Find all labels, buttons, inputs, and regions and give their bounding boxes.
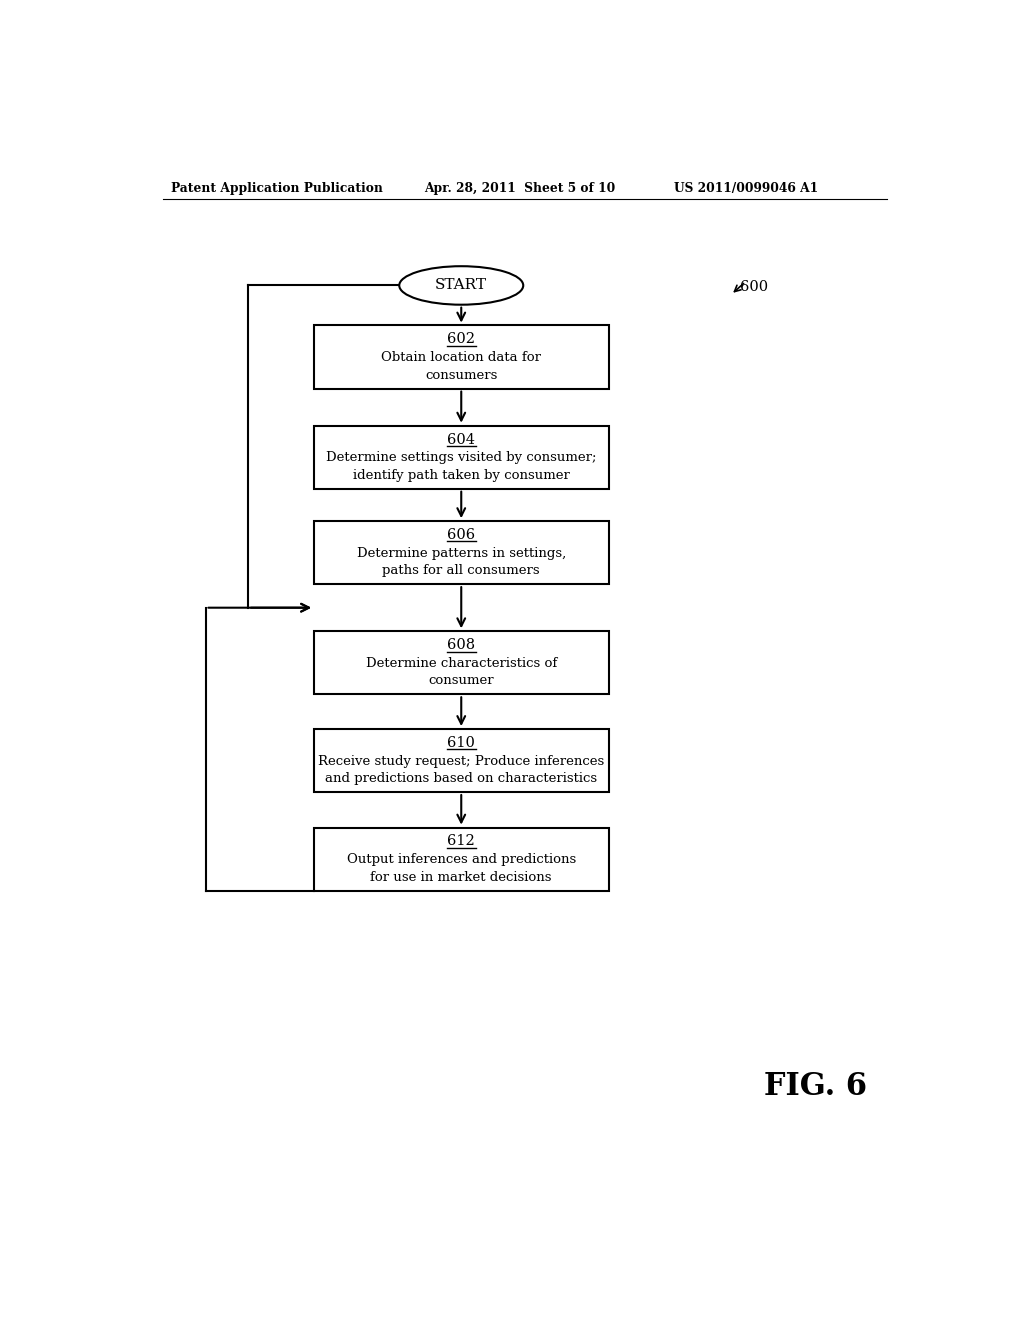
- Text: identify path taken by consumer: identify path taken by consumer: [353, 469, 569, 482]
- Text: consumers: consumers: [425, 368, 498, 381]
- Bar: [314, 828, 608, 891]
- Ellipse shape: [399, 267, 523, 305]
- Text: 606: 606: [447, 528, 475, 543]
- Text: for use in market decisions: for use in market decisions: [371, 871, 552, 884]
- Text: paths for all consumers: paths for all consumers: [382, 565, 540, 577]
- Bar: [314, 326, 608, 388]
- Text: Obtain location data for: Obtain location data for: [381, 351, 542, 364]
- Text: 608: 608: [447, 638, 475, 652]
- Text: Patent Application Publication: Patent Application Publication: [171, 182, 383, 194]
- Text: Apr. 28, 2011  Sheet 5 of 10: Apr. 28, 2011 Sheet 5 of 10: [424, 182, 615, 194]
- Text: 610: 610: [447, 737, 475, 750]
- Text: Determine characteristics of: Determine characteristics of: [366, 657, 557, 671]
- Text: 604: 604: [447, 433, 475, 446]
- Bar: [314, 521, 608, 585]
- Text: Determine settings visited by consumer;: Determine settings visited by consumer;: [326, 451, 597, 465]
- Bar: [314, 631, 608, 694]
- Bar: [314, 425, 608, 488]
- Text: FIG. 6: FIG. 6: [764, 1071, 866, 1102]
- Text: START: START: [435, 279, 487, 293]
- Text: and predictions based on characteristics: and predictions based on characteristics: [326, 772, 597, 785]
- Text: 602: 602: [447, 333, 475, 346]
- Text: 612: 612: [447, 834, 475, 849]
- Text: Receive study request; Produce inferences: Receive study request; Produce inference…: [318, 755, 604, 768]
- Bar: [314, 729, 608, 792]
- Text: Output inferences and predictions: Output inferences and predictions: [347, 853, 575, 866]
- Text: Determine patterns in settings,: Determine patterns in settings,: [356, 546, 566, 560]
- Text: 600: 600: [740, 280, 768, 294]
- Text: consumer: consumer: [428, 675, 494, 688]
- Text: US 2011/0099046 A1: US 2011/0099046 A1: [675, 182, 818, 194]
